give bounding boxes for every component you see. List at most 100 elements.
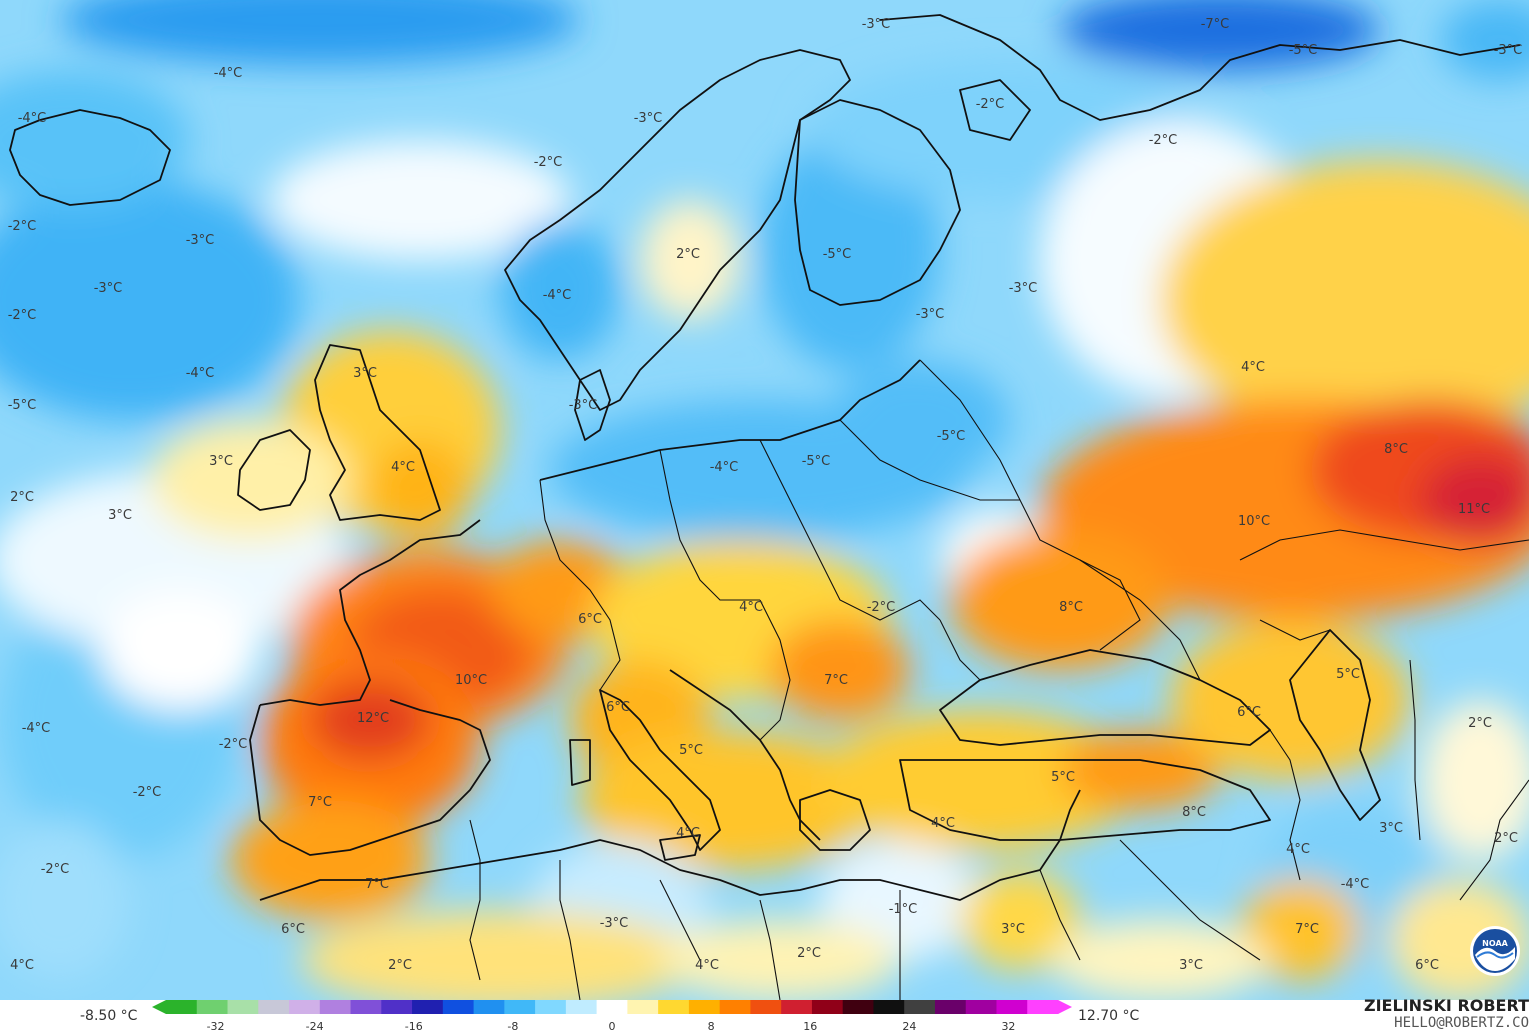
temperature-anomaly-map: -4°C -4°C -2°C -3°C -3°C -7°C -5°C -3°C -2°C -2°C… (0, 0, 1529, 1000)
colorbar-segment (258, 1000, 290, 1014)
temperature-label: 4°C (1241, 360, 1265, 375)
temperature-label: 4°C (676, 826, 700, 841)
temperature-label: 7°C (1295, 922, 1319, 937)
author-name: ZIELINSKI ROBERT (1363, 996, 1529, 1015)
colorbar-tick-label: -24 (305, 1020, 324, 1033)
temperature-label: 2°C (1494, 831, 1518, 846)
colorbar-segment (750, 1000, 782, 1014)
temperature-label: -1°C (889, 902, 918, 917)
colorbar-extend-low (152, 1000, 166, 1014)
temperature-label: 2°C (388, 958, 412, 973)
colorbar-segment (319, 1000, 352, 1014)
colorbar-segment (227, 1000, 259, 1014)
temperature-label: 8°C (1384, 442, 1408, 457)
temperature-label: -2°C (8, 308, 37, 323)
temperature-label: -4°C (710, 460, 739, 475)
temperature-label: 7°C (365, 877, 389, 892)
colorbar-tick-label: 24 (902, 1020, 917, 1033)
temperature-label: 3°C (353, 366, 377, 381)
temperature-label: -4°C (18, 111, 47, 126)
colorbar-gradient (152, 1000, 1072, 1014)
country-borders (469, 359, 1529, 1000)
temperature-label: 10°C (1238, 514, 1270, 529)
temperature-label: -3°C (569, 398, 598, 413)
legend-max-value: 12.70 °C (1078, 1008, 1140, 1024)
temperature-label: -5°C (823, 247, 852, 262)
temperature-label: -3°C (916, 307, 945, 322)
colorbar-segment (565, 1000, 598, 1014)
colorbar-segment (442, 1000, 475, 1014)
temperature-labels: -4°C -4°C -2°C -3°C -3°C -7°C -5°C -3°C -2°C -2°C… (8, 17, 1523, 973)
temperature-label: 12°C (357, 711, 389, 726)
temperature-label: 4°C (695, 958, 719, 973)
temperature-label: -4°C (1341, 877, 1370, 892)
temperature-label: 8°C (1059, 600, 1083, 615)
temperature-label: 6°C (606, 700, 630, 715)
colorbar-segment (965, 1000, 997, 1014)
map-canvas: -4°C -4°C -2°C -3°C -3°C -7°C -5°C -3°C -2°C -2°C… (0, 0, 1529, 1000)
temperature-label: 4°C (1286, 842, 1310, 857)
temperature-label: -7°C (1201, 17, 1230, 32)
colorbar-tick-label: -16 (404, 1020, 423, 1033)
temperature-label: 2°C (10, 490, 34, 505)
temperature-label: 3°C (1179, 958, 1203, 973)
legend-footer: -8.50 °C -32 -24 -16 -8 0 8 16 24 32 12.70 °C ZI… (0, 996, 1529, 1035)
temperature-label: -3°C (94, 281, 123, 296)
temperature-label: 5°C (1051, 770, 1075, 785)
colorbar-segment (535, 1000, 567, 1014)
legend-min-value: -8.50 °C (80, 1008, 138, 1024)
colorbar-tick-label: -32 (206, 1020, 225, 1033)
temperature-label: 4°C (739, 600, 763, 615)
colorbar-segment (781, 1000, 813, 1014)
temperature-label: 2°C (676, 247, 700, 262)
temperature-label: -2°C (133, 785, 162, 800)
temperature-label: -3°C (186, 233, 215, 248)
temperature-label: 3°C (1379, 821, 1403, 836)
noaa-logo: NOAA (1470, 926, 1520, 976)
temperature-label: 11°C (1458, 502, 1490, 517)
colorbar-segment (504, 1000, 536, 1014)
colorbar-segment (904, 1000, 936, 1014)
colorbar-segment (627, 1000, 659, 1014)
colorbar-segment (412, 1000, 444, 1014)
colorbar-segment (688, 1000, 721, 1014)
temperature-label: -5°C (802, 454, 831, 469)
colorbar-segment (873, 1000, 905, 1014)
temperature-label: -3°C (1494, 43, 1523, 58)
temperature-label: 3°C (108, 508, 132, 523)
author-email: HELLO@ROBERTZ.CO (1394, 1015, 1529, 1031)
temperature-label: -5°C (1289, 43, 1318, 58)
temperature-label: 2°C (797, 946, 821, 961)
temperature-label: -5°C (8, 398, 37, 413)
temperature-field (0, 0, 1529, 1000)
temperature-label: 4°C (10, 958, 34, 973)
colorbar-segment (350, 1000, 382, 1014)
temperature-label: -3°C (600, 916, 629, 931)
temperature-label: -2°C (41, 862, 70, 877)
temperature-label: -2°C (867, 600, 896, 615)
temperature-label: 2°C (1468, 716, 1492, 731)
temperature-label: -4°C (186, 366, 215, 381)
colorbar-segment (596, 1000, 628, 1014)
colorbar-extend-high (1058, 1000, 1072, 1014)
temperature-label: 5°C (1336, 667, 1360, 682)
colorbar-tick-label: -8 (507, 1020, 519, 1033)
colorbar-tick-label: 8 (707, 1020, 715, 1033)
temperature-label: 5°C (679, 743, 703, 758)
svg-text:NOAA: NOAA (1482, 939, 1508, 948)
temperature-label: -3°C (634, 111, 663, 126)
colorbar-segment (811, 1000, 844, 1014)
colorbar-tick-label: 0 (608, 1020, 616, 1033)
colorbar-tick-label: 32 (1001, 1020, 1016, 1033)
temperature-label: -2°C (1149, 133, 1178, 148)
temperature-label: -5°C (937, 429, 966, 444)
colorbar-segment (166, 1000, 198, 1014)
colorbar-segment (196, 1000, 229, 1014)
coastlines (9, 14, 1521, 901)
temperature-label: 6°C (1237, 705, 1261, 720)
temperature-label: -4°C (543, 288, 572, 303)
temperature-label: 3°C (209, 454, 233, 469)
temperature-label: -4°C (22, 721, 51, 736)
temperature-label: 4°C (931, 816, 955, 831)
colorbar-segment (381, 1000, 413, 1014)
